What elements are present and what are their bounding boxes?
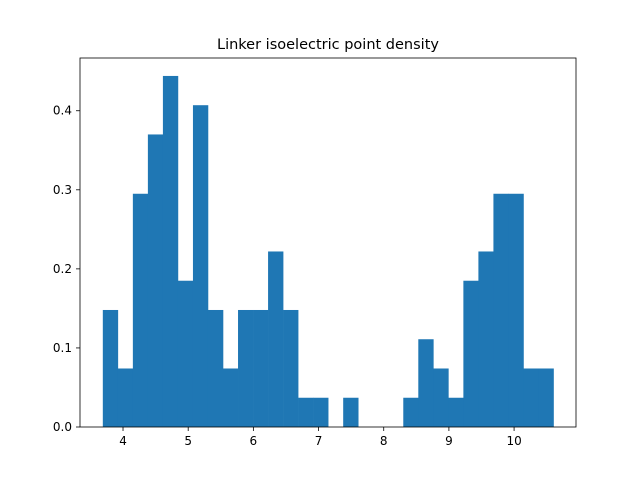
- histogram-bar: [268, 251, 284, 427]
- histogram-bar: [538, 368, 554, 427]
- y-tick-label: 0.3: [53, 183, 72, 197]
- bars-group: [102, 75, 554, 427]
- histogram-bar: [147, 134, 164, 427]
- y-tick-label: 0.4: [53, 104, 72, 118]
- histogram-bar: [177, 280, 194, 427]
- histogram-bar: [493, 193, 509, 427]
- axes-group: 4 5 6 7 8 9 10 0.0 0.1 0.2 0.3 0.4: [53, 57, 577, 448]
- histogram-bar: [238, 309, 254, 427]
- x-tick-label: 8: [380, 434, 388, 448]
- plot-frame: [79, 57, 577, 428]
- histogram-bar: [253, 309, 269, 427]
- histogram-bar: [523, 368, 539, 427]
- histogram-bar: [418, 339, 434, 427]
- histogram-bar: [162, 75, 179, 427]
- histogram-bar: [102, 309, 119, 427]
- histogram-bar: [117, 368, 134, 427]
- x-tick-label: 6: [250, 434, 258, 448]
- chart-title: Linker isoelectric point density: [217, 37, 439, 53]
- histogram-bar: [222, 368, 239, 427]
- histogram-bar: [343, 397, 359, 427]
- histogram-bar: [132, 193, 149, 427]
- histogram-bar: [463, 280, 479, 427]
- histogram-bar: [298, 397, 314, 427]
- histogram-bar: [433, 368, 449, 427]
- x-tick-label: 9: [445, 434, 453, 448]
- y-tick-label: 0.1: [53, 341, 72, 355]
- histogram-bar: [313, 397, 329, 427]
- histogram-bar: [192, 105, 209, 427]
- histogram-bar: [207, 309, 224, 427]
- x-tick-label: 7: [315, 434, 323, 448]
- x-tick-label: 10: [506, 434, 521, 448]
- histogram-bar: [283, 309, 299, 427]
- histogram-bar: [403, 397, 419, 427]
- y-tick-label: 0.2: [53, 262, 72, 276]
- y-tick-label: 0.0: [53, 420, 72, 434]
- histogram-bar: [478, 251, 494, 427]
- x-tick-label: 4: [119, 434, 127, 448]
- histogram-bar: [508, 193, 524, 427]
- x-tick-label: 5: [184, 434, 192, 448]
- histogram-bar: [448, 397, 464, 427]
